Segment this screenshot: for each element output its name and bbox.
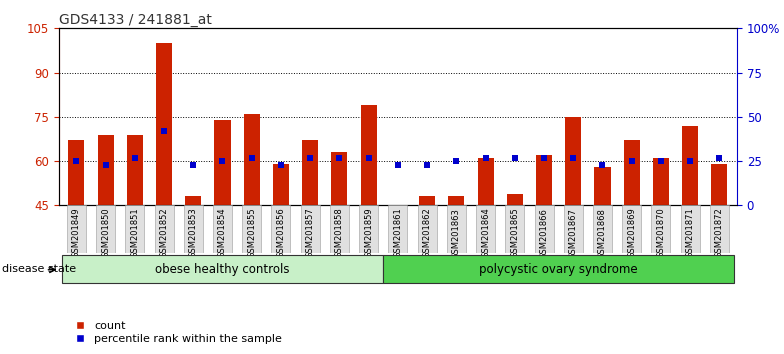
FancyBboxPatch shape xyxy=(271,205,290,253)
FancyBboxPatch shape xyxy=(388,205,408,253)
FancyBboxPatch shape xyxy=(213,205,232,253)
Text: disease state: disease state xyxy=(2,264,77,274)
Bar xyxy=(477,158,494,205)
Text: GSM201869: GSM201869 xyxy=(627,208,637,258)
Text: GSM201864: GSM201864 xyxy=(481,208,490,258)
Point xyxy=(479,155,492,160)
Text: GSM201849: GSM201849 xyxy=(72,208,81,258)
FancyBboxPatch shape xyxy=(359,205,378,253)
FancyBboxPatch shape xyxy=(506,205,524,253)
FancyBboxPatch shape xyxy=(593,205,612,253)
Text: GSM201872: GSM201872 xyxy=(715,208,724,258)
FancyBboxPatch shape xyxy=(242,205,261,253)
FancyBboxPatch shape xyxy=(418,205,437,253)
Text: GSM201871: GSM201871 xyxy=(686,208,695,258)
Point xyxy=(187,162,200,167)
Text: GSM201857: GSM201857 xyxy=(306,208,314,258)
Point xyxy=(538,155,550,160)
Point xyxy=(216,158,229,164)
Text: GSM201851: GSM201851 xyxy=(130,208,140,258)
Text: GSM201861: GSM201861 xyxy=(394,208,402,258)
Point xyxy=(362,155,375,160)
Text: GSM201859: GSM201859 xyxy=(364,208,373,258)
Point xyxy=(567,155,579,160)
Text: GSM201862: GSM201862 xyxy=(423,208,432,258)
Text: GDS4133 / 241881_at: GDS4133 / 241881_at xyxy=(59,13,212,27)
Point xyxy=(158,128,170,134)
Text: GSM201854: GSM201854 xyxy=(218,208,227,258)
FancyBboxPatch shape xyxy=(183,205,203,253)
Text: GSM201863: GSM201863 xyxy=(452,208,461,258)
FancyBboxPatch shape xyxy=(476,205,495,253)
Point xyxy=(100,162,112,167)
Bar xyxy=(244,114,260,205)
Legend: count, percentile rank within the sample: count, percentile rank within the sample xyxy=(64,316,287,348)
Text: GSM201865: GSM201865 xyxy=(510,208,519,258)
FancyBboxPatch shape xyxy=(301,205,320,253)
Text: polycystic ovary syndrome: polycystic ovary syndrome xyxy=(479,263,638,275)
Bar xyxy=(419,196,435,205)
Text: GSM201868: GSM201868 xyxy=(598,208,607,258)
Point xyxy=(596,162,608,167)
FancyBboxPatch shape xyxy=(125,205,144,253)
Point xyxy=(421,162,434,167)
Text: GSM201850: GSM201850 xyxy=(101,208,110,258)
Bar xyxy=(215,120,230,205)
FancyBboxPatch shape xyxy=(96,205,115,253)
FancyBboxPatch shape xyxy=(681,205,699,253)
Bar xyxy=(156,43,172,205)
FancyBboxPatch shape xyxy=(67,205,85,253)
Text: GSM201855: GSM201855 xyxy=(247,208,256,258)
Text: GSM201853: GSM201853 xyxy=(189,208,198,258)
Bar xyxy=(332,152,347,205)
FancyBboxPatch shape xyxy=(154,205,173,253)
Text: GSM201867: GSM201867 xyxy=(568,208,578,258)
FancyBboxPatch shape xyxy=(330,205,349,253)
Point xyxy=(713,155,726,160)
Point xyxy=(684,158,696,164)
FancyBboxPatch shape xyxy=(383,255,734,283)
Text: GSM201866: GSM201866 xyxy=(539,208,549,258)
Bar xyxy=(97,135,114,205)
Point xyxy=(626,158,638,164)
Bar xyxy=(185,196,201,205)
Point xyxy=(274,162,287,167)
FancyBboxPatch shape xyxy=(535,205,554,253)
FancyBboxPatch shape xyxy=(710,205,729,253)
Bar xyxy=(624,141,640,205)
Text: GSM201856: GSM201856 xyxy=(277,208,285,258)
Point xyxy=(129,155,141,160)
Text: GSM201858: GSM201858 xyxy=(335,208,344,258)
Text: GSM201852: GSM201852 xyxy=(159,208,169,258)
Point xyxy=(450,158,463,164)
Point xyxy=(304,155,317,160)
Bar xyxy=(302,141,318,205)
Text: obese healthy controls: obese healthy controls xyxy=(155,263,290,275)
Bar xyxy=(682,126,699,205)
Bar xyxy=(711,164,728,205)
Point xyxy=(655,158,667,164)
Text: GSM201870: GSM201870 xyxy=(656,208,666,258)
Bar xyxy=(594,167,611,205)
FancyBboxPatch shape xyxy=(652,205,670,253)
Bar xyxy=(68,141,85,205)
Bar xyxy=(361,105,376,205)
Point xyxy=(391,162,404,167)
FancyBboxPatch shape xyxy=(622,205,641,253)
Point xyxy=(245,155,258,160)
Bar xyxy=(536,155,552,205)
Bar xyxy=(273,164,289,205)
Bar xyxy=(127,135,143,205)
Bar xyxy=(448,196,464,205)
FancyBboxPatch shape xyxy=(564,205,583,253)
Point xyxy=(70,158,82,164)
Bar xyxy=(506,194,523,205)
FancyBboxPatch shape xyxy=(62,255,383,283)
Bar xyxy=(565,117,581,205)
Bar xyxy=(653,158,669,205)
FancyBboxPatch shape xyxy=(447,205,466,253)
Point xyxy=(509,155,521,160)
Point xyxy=(333,155,346,160)
